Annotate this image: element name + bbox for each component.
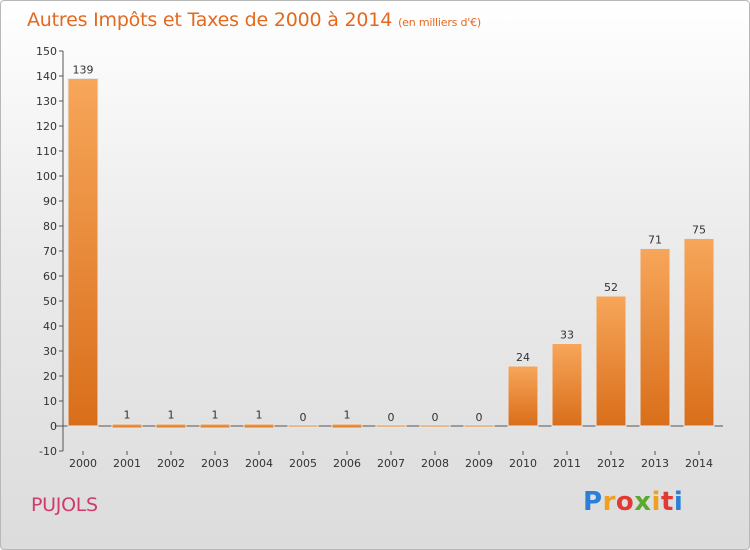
chart-unit: (en milliers d'€)	[398, 16, 481, 29]
x-tick-label: 2006	[333, 457, 361, 470]
y-tick-label: 40	[43, 320, 57, 333]
place-name: PUJOLS	[31, 494, 98, 516]
data-label-2011: 33	[560, 329, 574, 342]
bar-2005	[287, 424, 319, 428]
y-tick-label: 100	[36, 170, 57, 183]
chart-title: Autres Impôts et Taxes de 2000 à 2014 (en…	[27, 9, 481, 31]
y-tick-label: 120	[36, 120, 57, 133]
y-tick-label: 90	[43, 195, 57, 208]
y-tick-label: 130	[36, 95, 57, 108]
data-label-2004: 1	[256, 409, 263, 422]
y-tick-label: 80	[43, 220, 57, 233]
data-label-2001: 1	[124, 409, 131, 422]
y-tick-label: -10	[39, 445, 57, 458]
data-label-2012: 52	[604, 281, 618, 294]
proxiti-logo: Proxiti	[583, 487, 684, 517]
data-label-2009: 0	[476, 411, 483, 424]
y-tick-label: 30	[43, 345, 57, 358]
x-tick-label: 2011	[553, 457, 581, 470]
y-tick-label: 140	[36, 70, 57, 83]
data-label-2007: 0	[388, 411, 395, 424]
bar-2013	[639, 248, 671, 427]
bar-2009	[463, 424, 495, 428]
bar-2002	[155, 423, 187, 429]
bar-2008	[419, 424, 451, 428]
x-tick-label: 2000	[69, 457, 97, 470]
y-tick-label: 20	[43, 370, 57, 383]
data-label-2005: 0	[300, 411, 307, 424]
bar-2000	[67, 78, 99, 427]
data-label-2003: 1	[212, 409, 219, 422]
data-label-2013: 71	[648, 234, 662, 247]
x-tick-label: 2002	[157, 457, 185, 470]
x-tick-label: 2003	[201, 457, 229, 470]
bar-2006	[331, 423, 363, 429]
x-tick-label: 2010	[509, 457, 537, 470]
y-tick-label: 110	[36, 145, 57, 158]
bar-2007	[375, 424, 407, 428]
x-tick-label: 2008	[421, 457, 449, 470]
data-labels: 139 1 1 1 1 0 1 0 0 0 24 33 52 71 75	[73, 64, 707, 425]
y-tick-label: 60	[43, 270, 57, 283]
y-tick-label: 150	[36, 45, 57, 58]
y-tick-label: 50	[43, 295, 57, 308]
x-tick-label: 2007	[377, 457, 405, 470]
data-label-2010: 24	[516, 351, 530, 364]
x-tick-label: 2014	[685, 457, 713, 470]
x-tick-label: 2005	[289, 457, 317, 470]
x-tick-label: 2004	[245, 457, 273, 470]
data-label-2008: 0	[432, 411, 439, 424]
x-tick-label: 2012	[597, 457, 625, 470]
bar-2001	[111, 423, 143, 429]
data-label-2002: 1	[168, 409, 175, 422]
data-label-2006: 1	[344, 409, 351, 422]
data-label-2014: 75	[692, 224, 706, 237]
x-tick-label: 2013	[641, 457, 669, 470]
bar-2010	[507, 365, 539, 427]
bar-2012	[595, 295, 627, 427]
chart-title-text: Autres Impôts et Taxes de 2000 à 2014	[27, 9, 393, 31]
data-label-2000: 139	[73, 64, 94, 77]
bar-2003	[199, 423, 231, 429]
bar-2011	[551, 343, 583, 427]
x-tick-label: 2009	[465, 457, 493, 470]
y-tick-label: 70	[43, 245, 57, 258]
y-tick-label: 10	[43, 395, 57, 408]
y-tick-label: 0	[50, 420, 57, 433]
bar-2014	[683, 238, 715, 427]
bar-2004	[243, 423, 275, 429]
x-tick-label: 2001	[113, 457, 141, 470]
bars	[67, 78, 715, 429]
